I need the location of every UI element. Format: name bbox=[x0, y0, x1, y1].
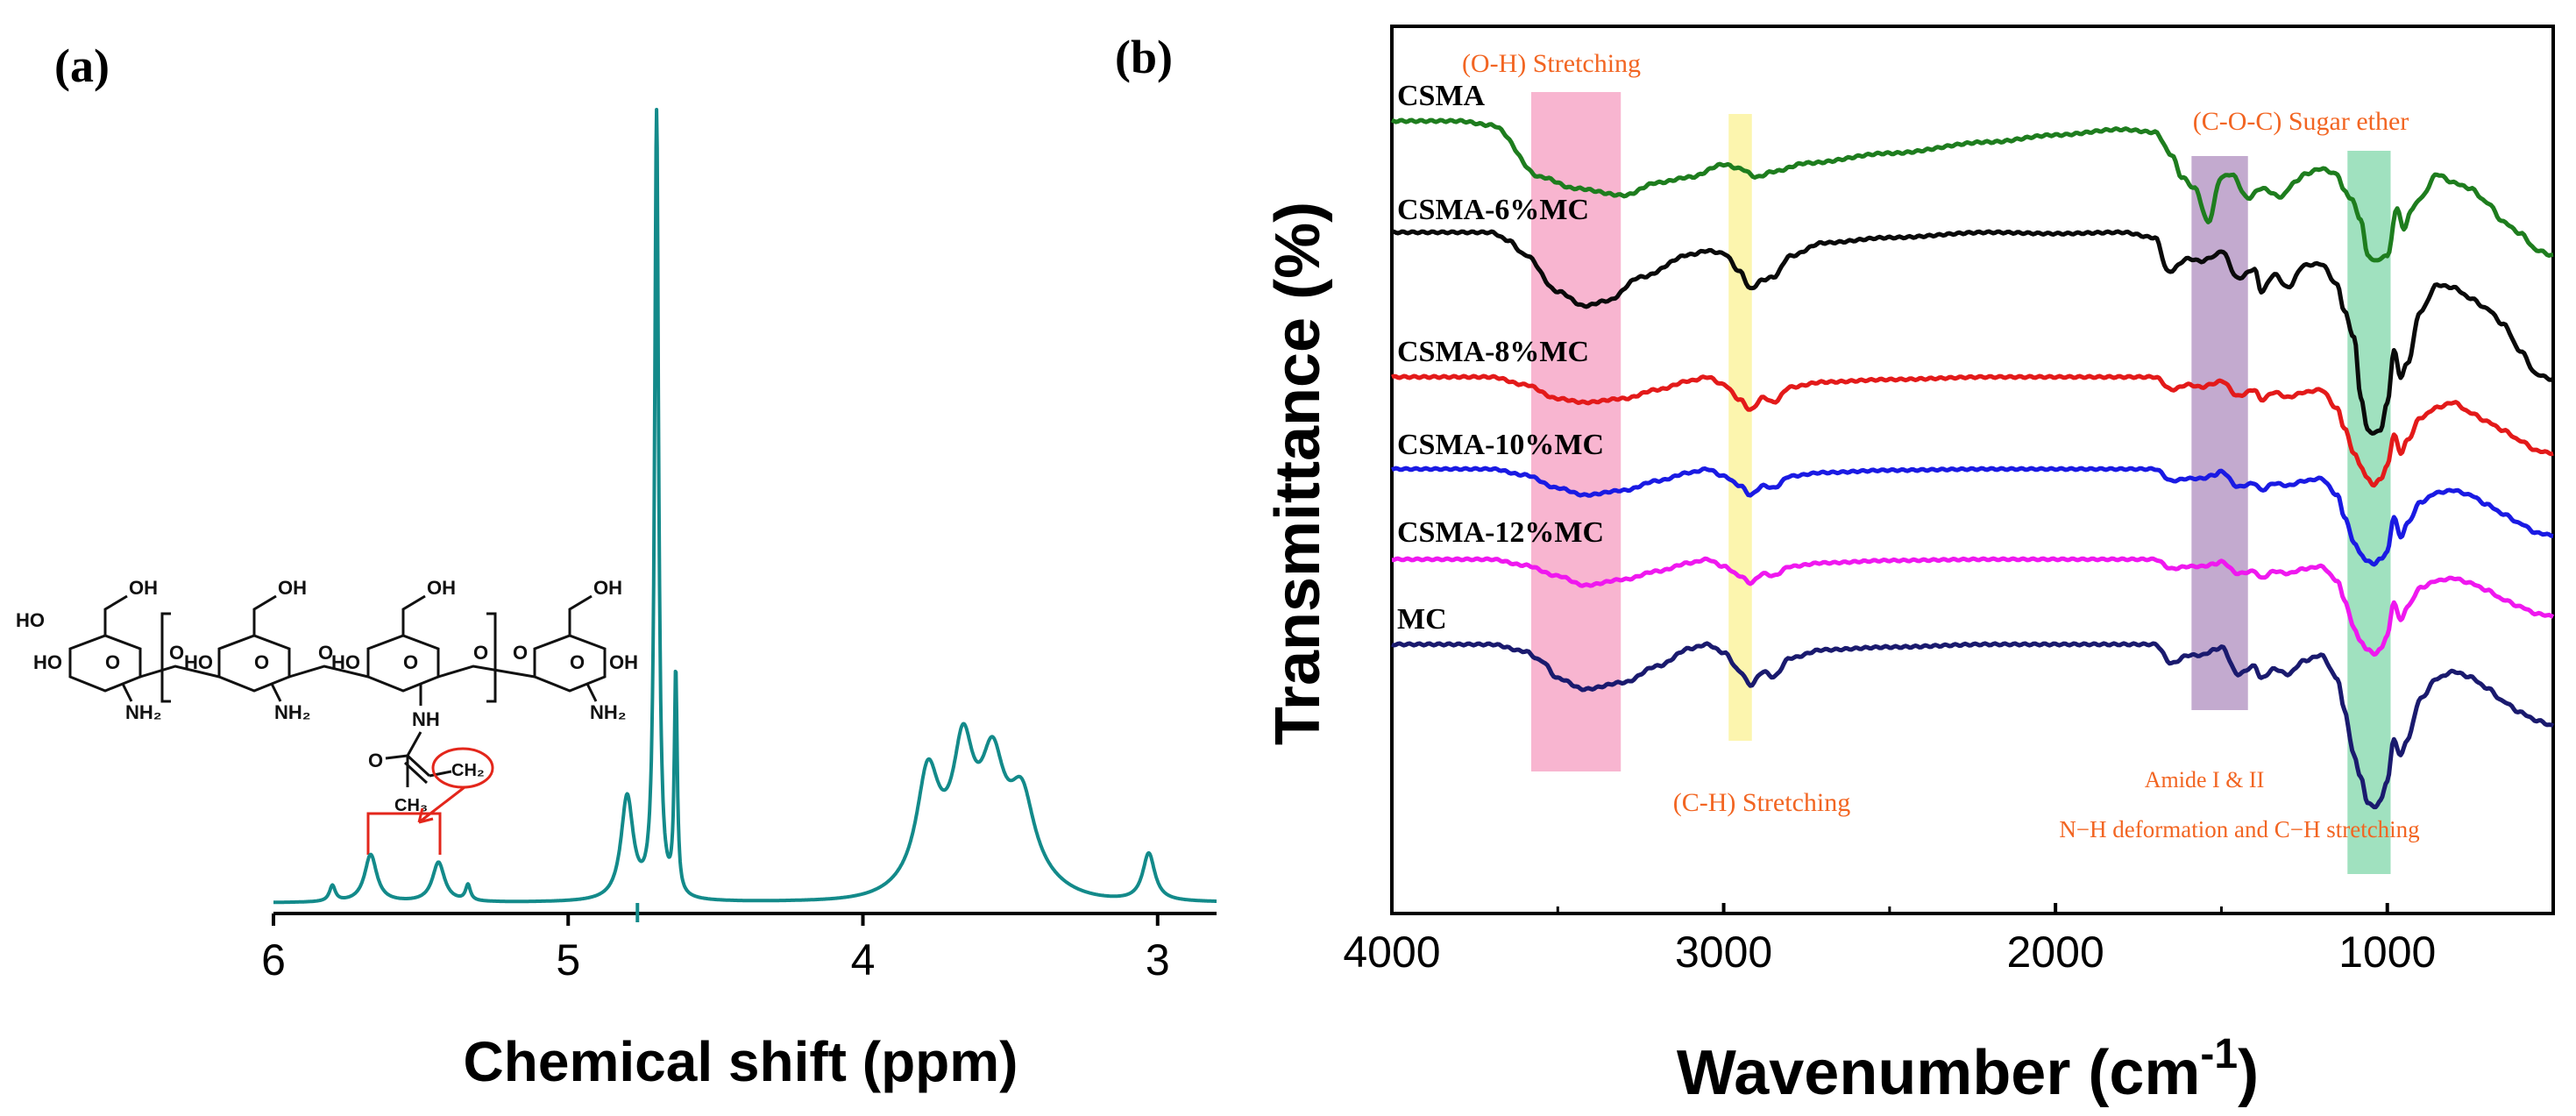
chitosan-methacrylate-structure bbox=[68, 594, 607, 787]
ftir-y-axis-label: Transmittance (%) bbox=[1263, 202, 1333, 745]
struct-label: CH₂ bbox=[451, 761, 485, 780]
xlabel-main: Wavenumber (cm bbox=[1677, 1038, 2200, 1108]
xlabel-superscript: -1 bbox=[2200, 1031, 2238, 1077]
ftir-series-line bbox=[1391, 556, 2555, 658]
nmr-x-tick-label: 3 bbox=[1146, 935, 1170, 984]
ftir-x-axis-label: Wavenumber (cm-1) bbox=[1677, 1031, 2259, 1108]
oh-stretch-band bbox=[1531, 92, 1622, 771]
struct-label: O bbox=[368, 750, 383, 771]
oh-stretching-annotation: (O-H) Stretching bbox=[1462, 49, 1641, 78]
ftir-series-line bbox=[1391, 373, 2554, 488]
ftir-series-line bbox=[1391, 466, 2554, 567]
vinyl-proton-marker bbox=[366, 747, 494, 855]
ftir-x-tick-label: 2000 bbox=[2007, 928, 2104, 977]
struct-label: O bbox=[254, 651, 269, 673]
nmr-x-tick-label: 4 bbox=[851, 935, 876, 984]
nmr-x-axis: 6 5 4 3 bbox=[261, 912, 1217, 984]
struct-label: HO bbox=[184, 651, 213, 673]
ftir-series-label: CSMA-6%MC bbox=[1397, 194, 1589, 226]
nmr-x-tick-label: 6 bbox=[261, 935, 286, 984]
struct-label: HO bbox=[16, 609, 45, 631]
ftir-plot-frame bbox=[1390, 25, 2555, 915]
ftir-annotations: (O-H) Stretching (C-H) Stretching (C-O-C… bbox=[1462, 49, 2420, 842]
xlabel-close: ) bbox=[2238, 1038, 2259, 1108]
panel-a-label: (a) bbox=[54, 39, 110, 92]
struct-label: OH bbox=[278, 577, 307, 599]
nmr-spectrum-line bbox=[272, 108, 1218, 905]
ftir-series-line bbox=[1391, 641, 2555, 810]
structure-labels: OH OH OH OH HO HO HO HO NH₂ NH₂ NH₂ NH O… bbox=[16, 577, 638, 815]
struct-label: CH₃ bbox=[394, 796, 428, 815]
ftir-x-tick-label: 4000 bbox=[1343, 928, 1440, 977]
coc-sugar-ether-annotation: (C-O-C) Sugar ether bbox=[2193, 107, 2409, 136]
ch2-arrow bbox=[418, 785, 465, 824]
ch2-arrowhead bbox=[417, 807, 434, 824]
ftir-series-label: MC bbox=[1397, 603, 1447, 636]
struct-label: OH bbox=[129, 577, 158, 599]
struct-label: O bbox=[473, 642, 488, 664]
ftir-series-label: CSMA-8%MC bbox=[1397, 336, 1589, 368]
ftir-series-line bbox=[1390, 117, 2554, 263]
struct-label: HO bbox=[331, 651, 360, 673]
ch-stretch-band bbox=[1728, 114, 1752, 741]
ftir-series-label: CSMA-12%MC bbox=[1397, 516, 1604, 549]
ftir-series-line bbox=[1391, 229, 2555, 436]
ch2-peak-bracket bbox=[366, 812, 442, 855]
ch-stretching-annotation: (C-H) Stretching bbox=[1673, 788, 1850, 817]
ftir-series-label: CSMA bbox=[1397, 80, 1486, 112]
struct-label: O bbox=[105, 651, 120, 673]
amide-band bbox=[2191, 156, 2248, 710]
struct-label: O bbox=[570, 651, 585, 673]
panel-a: (a) bbox=[16, 39, 1218, 1093]
struct-label: NH bbox=[412, 708, 440, 730]
nh-deformation-annotation: N−H deformation and C−H stretching bbox=[2059, 816, 2419, 842]
ftir-x-tick-label: 3000 bbox=[1675, 928, 1772, 977]
panel-b-label: (b) bbox=[1115, 31, 1173, 83]
struct-label: OH bbox=[593, 577, 622, 599]
struct-label: O bbox=[513, 642, 528, 664]
panel-b: (b) 4000 3000 2000 1000 CSMA CSMA-6%MC CSMA-8… bbox=[1115, 25, 2555, 1108]
struct-label: OH bbox=[609, 651, 638, 673]
struct-label: NH₂ bbox=[125, 701, 162, 723]
amide-annotation: Amide I & II bbox=[2145, 767, 2264, 793]
nmr-x-tick-label: 5 bbox=[556, 935, 580, 984]
nmr-x-axis-label: Chemical shift (ppm) bbox=[464, 1030, 1018, 1093]
struct-label: O bbox=[169, 642, 184, 664]
struct-label: OH bbox=[427, 577, 456, 599]
struct-label: O bbox=[318, 642, 333, 664]
ftir-x-tick-label: 1000 bbox=[2338, 928, 2436, 977]
struct-label: HO bbox=[33, 651, 62, 673]
ftir-series-label: CSMA-10%MC bbox=[1397, 429, 1604, 461]
struct-label: O bbox=[403, 651, 418, 673]
struct-label: NH₂ bbox=[590, 701, 627, 723]
struct-label: NH₂ bbox=[274, 701, 311, 723]
